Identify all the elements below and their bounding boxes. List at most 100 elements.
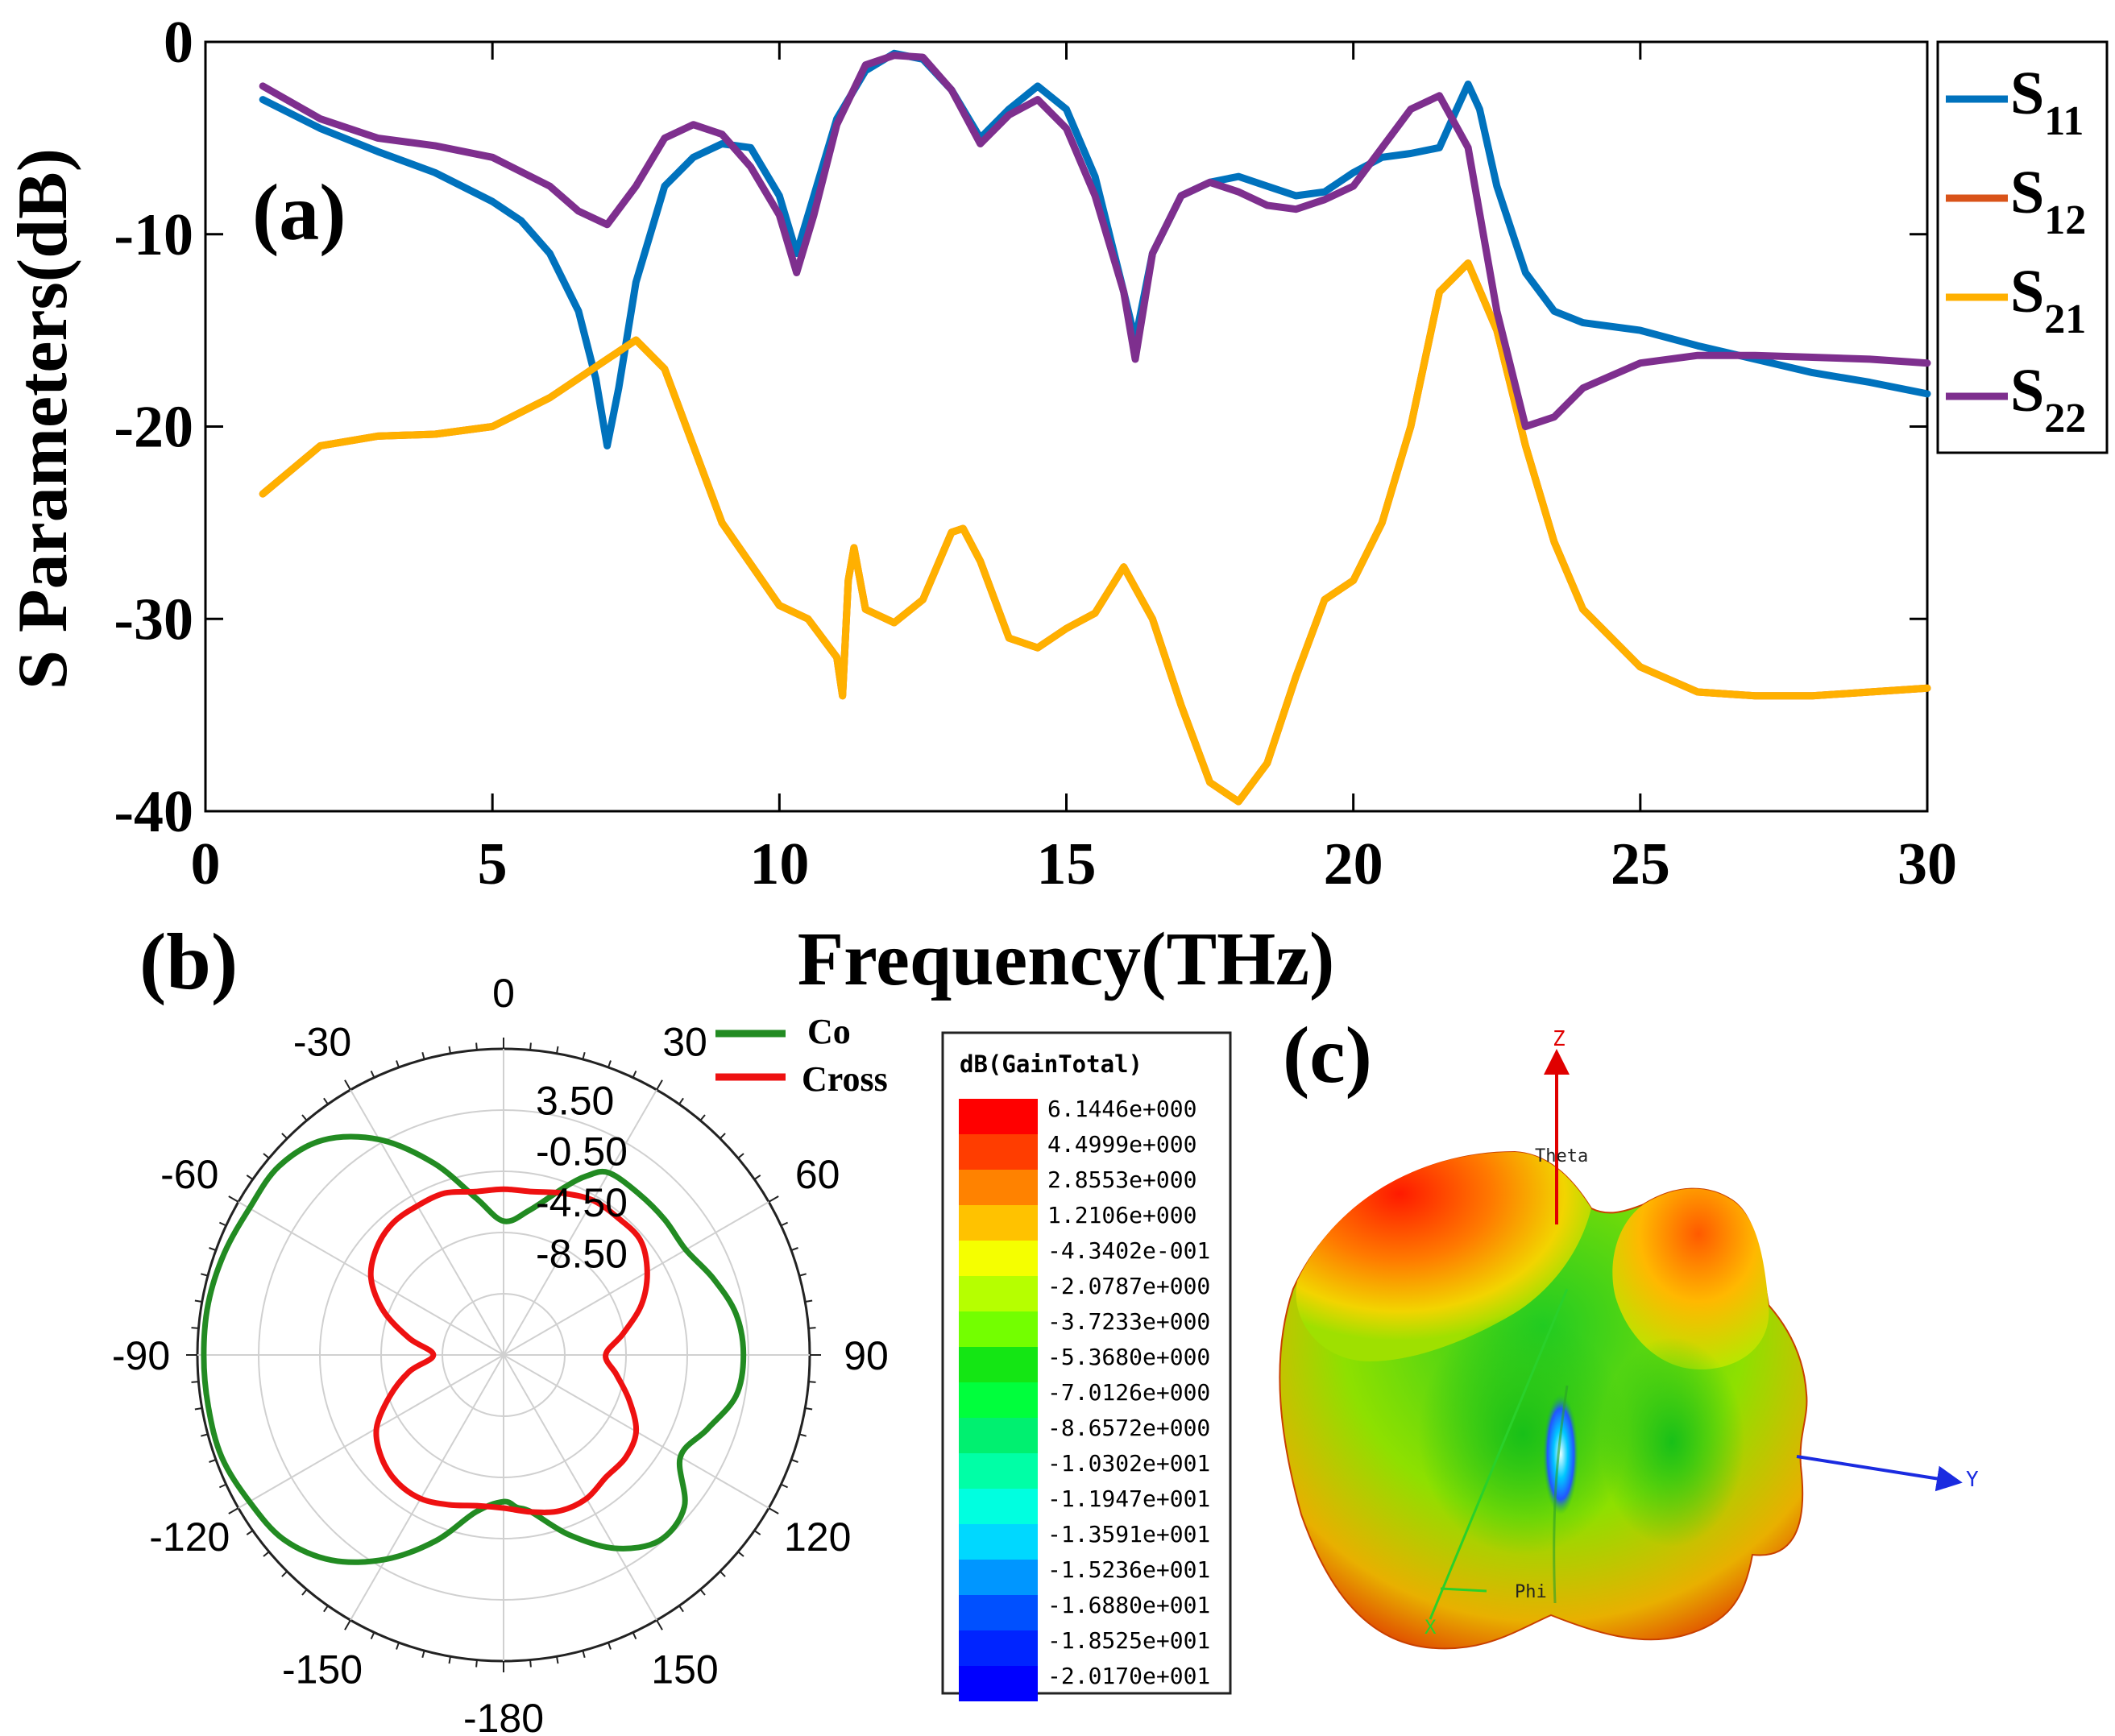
colorbar-value: -1.8525e+001	[1047, 1627, 1210, 1654]
colorbar-swatch	[959, 1489, 1038, 1524]
colorbar-swatch	[959, 1311, 1038, 1347]
angle-tick-label: 60	[795, 1152, 840, 1197]
angle-tick-mark	[209, 1459, 217, 1463]
legend-box	[1936, 40, 2109, 454]
phi-label: Phi	[1515, 1582, 1547, 1602]
angle-tick-mark	[201, 1433, 209, 1437]
x-tick-label: 10	[749, 831, 809, 897]
colorbar-value: -1.6880e+001	[1047, 1592, 1210, 1618]
angle-tick-label: 150	[651, 1647, 718, 1692]
angle-tick-mark	[448, 1046, 451, 1054]
angle-tick-label: -90	[112, 1333, 170, 1378]
panel-label-c: (c)	[1283, 1010, 1372, 1100]
series-line-s11	[259, 49, 1931, 450]
angle-tick-mark	[228, 1507, 239, 1514]
x-tick-label: 25	[1611, 831, 1670, 897]
angle-tick-mark	[370, 1631, 375, 1640]
angle-tick-mark	[608, 1060, 612, 1068]
polar-series-co	[201, 1133, 747, 1565]
angle-tick-mark	[421, 1052, 425, 1060]
grid-spoke	[503, 1201, 769, 1356]
angle-tick-label: 90	[844, 1333, 889, 1378]
colorbar-value: -1.1947e+001	[1047, 1485, 1210, 1512]
angle-tick-label: 0	[492, 971, 515, 1016]
polar-series	[201, 1133, 747, 1565]
y-tick-label: -30	[114, 586, 193, 653]
colorbar-value: -1.5236e+001	[1047, 1556, 1210, 1583]
angle-tick-mark	[194, 1407, 202, 1411]
grid-spoke	[350, 1354, 504, 1621]
angle-tick-label: -60	[160, 1152, 218, 1197]
y-axis-label: Y	[1966, 1468, 1979, 1492]
colorbar-swatch	[959, 1276, 1038, 1311]
angle-tick-mark	[805, 1299, 813, 1303]
angle-tick-mark	[768, 1195, 779, 1203]
legend-label-s22: S22	[2010, 357, 2086, 441]
angle-tick-mark	[301, 1589, 308, 1596]
colorbar-value: -8.6572e+000	[1047, 1415, 1210, 1441]
radial-tick-labels: 3.50 -0.50 -4.50 -8.50	[536, 1078, 628, 1276]
polar-series-cross	[367, 1186, 650, 1515]
colorbar-value: -4.3402e-001	[1047, 1237, 1210, 1264]
panel-label-b: (b)	[139, 917, 238, 1006]
angle-tick-mark	[719, 1570, 726, 1577]
colorbar-swatch	[959, 1347, 1038, 1382]
angle-tick-mark	[737, 1153, 744, 1159]
x-axis-title: Frequency(THz)	[798, 918, 1335, 1001]
grid-spoke	[350, 1089, 504, 1356]
gain-pattern-surface	[1279, 1150, 1808, 1650]
z-axis-label: Z	[1553, 1027, 1566, 1051]
y-axis-arrow	[1796, 1455, 1963, 1492]
series-line-s22	[259, 52, 1931, 430]
colorbar-value: -5.3680e+000	[1047, 1344, 1210, 1370]
colorbar-value: 1.2106e+000	[1047, 1202, 1196, 1228]
3d-axes: Z Theta Y X Phi	[1425, 1027, 1979, 1639]
x-tick-label: 5	[478, 831, 508, 897]
y-tick-label: -20	[114, 395, 193, 461]
panel-label-a: (a)	[252, 168, 346, 257]
panel-c-3d-gain-pattern: dB(GainTotal) 6.1446e+000 4.4999e+000 2.85…	[941, 1010, 1979, 1701]
angle-tick-mark	[246, 1530, 254, 1535]
angle-tick-mark	[699, 1114, 706, 1121]
colorbar-value: 4.4999e+000	[1047, 1131, 1196, 1158]
colorbar-swatch	[959, 1205, 1038, 1241]
angle-tick-label: 30	[662, 1019, 707, 1064]
colorbar-swatch	[959, 1382, 1038, 1418]
angle-tick-mark	[699, 1589, 706, 1596]
colorbar-swatch	[959, 1099, 1038, 1134]
angle-tick-mark	[780, 1483, 789, 1489]
angle-tick-mark	[556, 1656, 559, 1664]
angle-tick-mark	[344, 1079, 351, 1091]
series-lines	[259, 49, 1931, 806]
x-tick-label: 0	[191, 831, 221, 897]
angle-tick-mark	[768, 1507, 779, 1514]
angle-tick-mark	[719, 1133, 726, 1140]
x-axis-label: X	[1425, 1616, 1437, 1639]
angle-tick-mark	[678, 1605, 684, 1613]
angle-tick-mark	[209, 1247, 217, 1251]
angle-tick-mark	[582, 1650, 586, 1658]
colorbar-scale: 6.1446e+000 4.4999e+000 2.8553e+000 1.2106e…	[959, 1096, 1210, 1701]
colorbar-title: dB(GainTotal)	[960, 1050, 1143, 1078]
angle-tick-mark	[798, 1433, 807, 1437]
colorbar-value: 6.1446e+000	[1047, 1096, 1196, 1122]
angle-tick-mark	[323, 1605, 329, 1613]
y-tick-label: -40	[114, 779, 193, 845]
angle-tick-mark	[790, 1247, 798, 1251]
x-axis-line	[1429, 1288, 1569, 1620]
grid-spoke	[503, 1354, 657, 1621]
y-axis-title: S Parameters(dB)	[4, 148, 82, 690]
angle-tick-mark	[475, 1659, 478, 1668]
angle-tick-mark	[556, 1046, 559, 1054]
series-line-s21	[259, 259, 1931, 806]
angle-tick-mark	[805, 1407, 813, 1411]
angle-tick-mark	[656, 1619, 663, 1630]
colorbar-swatch	[959, 1560, 1038, 1595]
angle-tick-mark	[753, 1530, 761, 1535]
colorbar-swatch	[959, 1453, 1038, 1489]
colorbar-value: -1.3591e+001	[1047, 1521, 1210, 1547]
x-tick-label: 30	[1897, 831, 1957, 897]
angle-tick-mark	[323, 1097, 329, 1105]
